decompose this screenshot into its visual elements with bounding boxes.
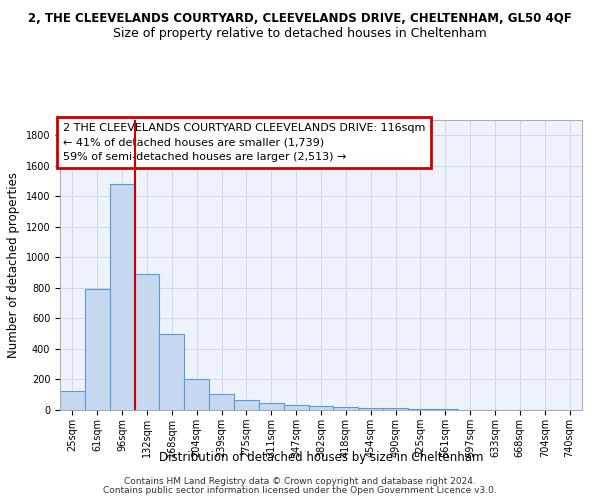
- Bar: [259, 403, 284, 410]
- Text: Size of property relative to detached houses in Cheltenham: Size of property relative to detached ho…: [113, 28, 487, 40]
- Text: 2, THE CLEEVELANDS COURTYARD, CLEEVELANDS DRIVE, CHELTENHAM, GL50 4QF: 2, THE CLEEVELANDS COURTYARD, CLEEVELAND…: [28, 12, 572, 26]
- Bar: [110, 184, 134, 410]
- Bar: [209, 394, 234, 410]
- Bar: [383, 408, 408, 410]
- Text: Contains public sector information licensed under the Open Government Licence v3: Contains public sector information licen…: [103, 486, 497, 495]
- Bar: [358, 408, 383, 410]
- Bar: [60, 391, 85, 410]
- Bar: [284, 404, 308, 410]
- Bar: [433, 409, 458, 410]
- Bar: [85, 288, 110, 410]
- Text: Distribution of detached houses by size in Cheltenham: Distribution of detached houses by size …: [159, 451, 483, 464]
- Bar: [184, 378, 209, 410]
- Text: 2 THE CLEEVELANDS COURTYARD CLEEVELANDS DRIVE: 116sqm
← 41% of detached houses a: 2 THE CLEEVELANDS COURTYARD CLEEVELANDS …: [62, 123, 425, 162]
- Bar: [134, 274, 160, 410]
- Y-axis label: Number of detached properties: Number of detached properties: [7, 172, 20, 358]
- Bar: [160, 334, 184, 410]
- Bar: [234, 400, 259, 410]
- Bar: [308, 406, 334, 410]
- Bar: [408, 409, 433, 410]
- Text: Contains HM Land Registry data © Crown copyright and database right 2024.: Contains HM Land Registry data © Crown c…: [124, 477, 476, 486]
- Bar: [334, 407, 358, 410]
